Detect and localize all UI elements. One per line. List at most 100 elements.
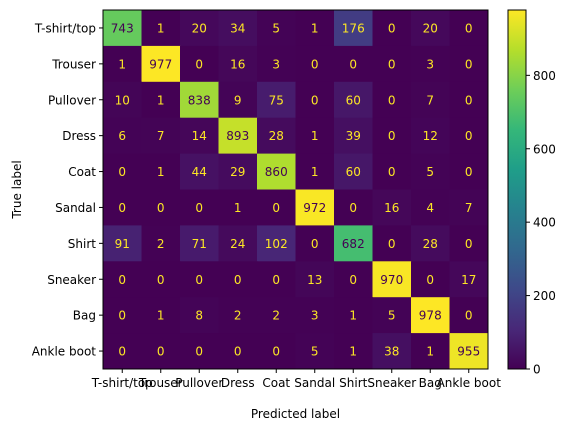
cell-value-label: 0 bbox=[426, 273, 434, 287]
heatmap-cell bbox=[180, 297, 219, 334]
heatmap-cell bbox=[295, 261, 335, 298]
cell-value-label: 60 bbox=[346, 165, 361, 179]
x-tick-label: Bag bbox=[419, 376, 442, 390]
heatmap-cell bbox=[334, 10, 373, 47]
cell-value-label: 10 bbox=[115, 93, 130, 107]
cell-value-label: 102 bbox=[265, 237, 288, 251]
cell-value-label: 1 bbox=[311, 21, 319, 35]
cell-value-label: 1 bbox=[118, 57, 126, 71]
heatmap-cell bbox=[411, 225, 450, 262]
heatmap-cell bbox=[295, 81, 335, 119]
cell-value-label: 0 bbox=[118, 201, 126, 215]
heatmap-cell bbox=[141, 225, 181, 262]
cell-value-label: 978 bbox=[419, 309, 442, 323]
y-tick-label: Trouser bbox=[51, 57, 96, 71]
cell-value-label: 0 bbox=[272, 201, 280, 215]
heatmap-cell bbox=[218, 153, 258, 190]
cell-value-label: 1 bbox=[349, 309, 357, 323]
cell-value-label: 0 bbox=[349, 57, 357, 71]
heatmap-cell bbox=[411, 117, 450, 155]
cell-value-label: 2 bbox=[234, 309, 242, 323]
cell-value-label: 0 bbox=[311, 237, 319, 251]
heatmap-cell bbox=[141, 81, 181, 119]
heatmap-cell bbox=[372, 189, 412, 226]
heatmap-cell bbox=[372, 225, 412, 262]
x-tick-label: T-shirt/top bbox=[91, 376, 153, 390]
cell-value-label: 0 bbox=[465, 21, 473, 35]
cell-value-label: 3 bbox=[311, 309, 319, 323]
heatmap-cell bbox=[372, 117, 412, 155]
cell-value-label: 17 bbox=[461, 273, 476, 287]
heatmap-cell bbox=[449, 261, 489, 298]
heatmap-cell bbox=[103, 10, 142, 47]
heatmap-cell bbox=[257, 153, 296, 190]
heatmap-cell bbox=[372, 81, 412, 119]
heatmap-cell bbox=[103, 189, 142, 226]
heatmap-cell bbox=[180, 153, 219, 190]
y-tick-label: Dress bbox=[62, 129, 96, 143]
heatmap-cell bbox=[103, 153, 142, 190]
cell-value-label: 0 bbox=[272, 273, 280, 287]
cell-value-label: 893 bbox=[226, 129, 249, 143]
y-tick-label: T-shirt/top bbox=[34, 21, 96, 35]
cell-value-label: 0 bbox=[195, 345, 203, 359]
cell-value-label: 860 bbox=[265, 165, 288, 179]
heatmap-cell bbox=[372, 261, 412, 298]
cell-value-label: 5 bbox=[426, 165, 434, 179]
y-tick-label: Shirt bbox=[68, 237, 96, 251]
cell-value-label: 75 bbox=[269, 93, 284, 107]
cell-value-label: 14 bbox=[192, 129, 207, 143]
cell-value-label: 0 bbox=[234, 273, 242, 287]
heatmap-cell bbox=[257, 333, 296, 370]
cell-value-label: 8 bbox=[195, 309, 203, 323]
cell-value-label: 838 bbox=[188, 93, 211, 107]
cell-value-label: 0 bbox=[311, 57, 319, 71]
cell-value-label: 1 bbox=[157, 93, 165, 107]
y-tick-label: Ankle boot bbox=[32, 345, 97, 359]
cell-value-label: 2 bbox=[272, 309, 280, 323]
heatmap-cell bbox=[411, 153, 450, 190]
cell-value-label: 0 bbox=[465, 165, 473, 179]
cell-value-label: 6 bbox=[118, 129, 126, 143]
cell-value-label: 0 bbox=[388, 129, 396, 143]
heatmap-cells bbox=[103, 10, 489, 370]
cell-value-label: 0 bbox=[465, 57, 473, 71]
heatmap-cell bbox=[141, 10, 181, 47]
heatmap-cell bbox=[449, 45, 489, 83]
cell-value-label: 972 bbox=[303, 201, 326, 215]
heatmap-cell bbox=[295, 153, 335, 190]
cell-value-label: 0 bbox=[311, 93, 319, 107]
heatmap-cell bbox=[257, 81, 296, 119]
cell-value-label: 7 bbox=[465, 201, 473, 215]
heatmap-cell bbox=[141, 45, 181, 83]
cell-value-label: 3 bbox=[272, 57, 280, 71]
cell-value-label: 3 bbox=[426, 57, 434, 71]
cell-value-label: 5 bbox=[311, 345, 319, 359]
heatmap-cell bbox=[257, 297, 296, 334]
heatmap-cell bbox=[141, 333, 181, 370]
heatmap-cell bbox=[334, 117, 373, 155]
heatmap-cell bbox=[218, 333, 258, 370]
cell-value-label: 0 bbox=[388, 57, 396, 71]
y-axis-label: True label bbox=[10, 160, 24, 219]
y-axis-ticks: T-shirt/top Trouser Pullover Dress Coat Sanda… bbox=[32, 21, 103, 359]
heatmap-cell bbox=[141, 117, 181, 155]
heatmap-cell bbox=[411, 261, 450, 298]
colorbar-ticks: 0 200 400 600 800 bbox=[526, 69, 556, 377]
heatmap-cell bbox=[334, 81, 373, 119]
cell-value-label: 0 bbox=[465, 129, 473, 143]
cell-value-label: 0 bbox=[388, 93, 396, 107]
heatmap-cell bbox=[141, 297, 181, 334]
heatmap-cell bbox=[411, 81, 450, 119]
heatmap-cell bbox=[103, 117, 142, 155]
heatmap-cell bbox=[295, 45, 335, 83]
cell-value-label: 743 bbox=[111, 21, 134, 35]
cell-value-label: 44 bbox=[192, 165, 207, 179]
cell-value-label: 28 bbox=[423, 237, 438, 251]
cell-value-label: 29 bbox=[230, 165, 245, 179]
heatmap-cell bbox=[449, 117, 489, 155]
heatmap-cell bbox=[257, 261, 296, 298]
heatmap-cell bbox=[103, 297, 142, 334]
heatmap-cell bbox=[295, 10, 335, 47]
